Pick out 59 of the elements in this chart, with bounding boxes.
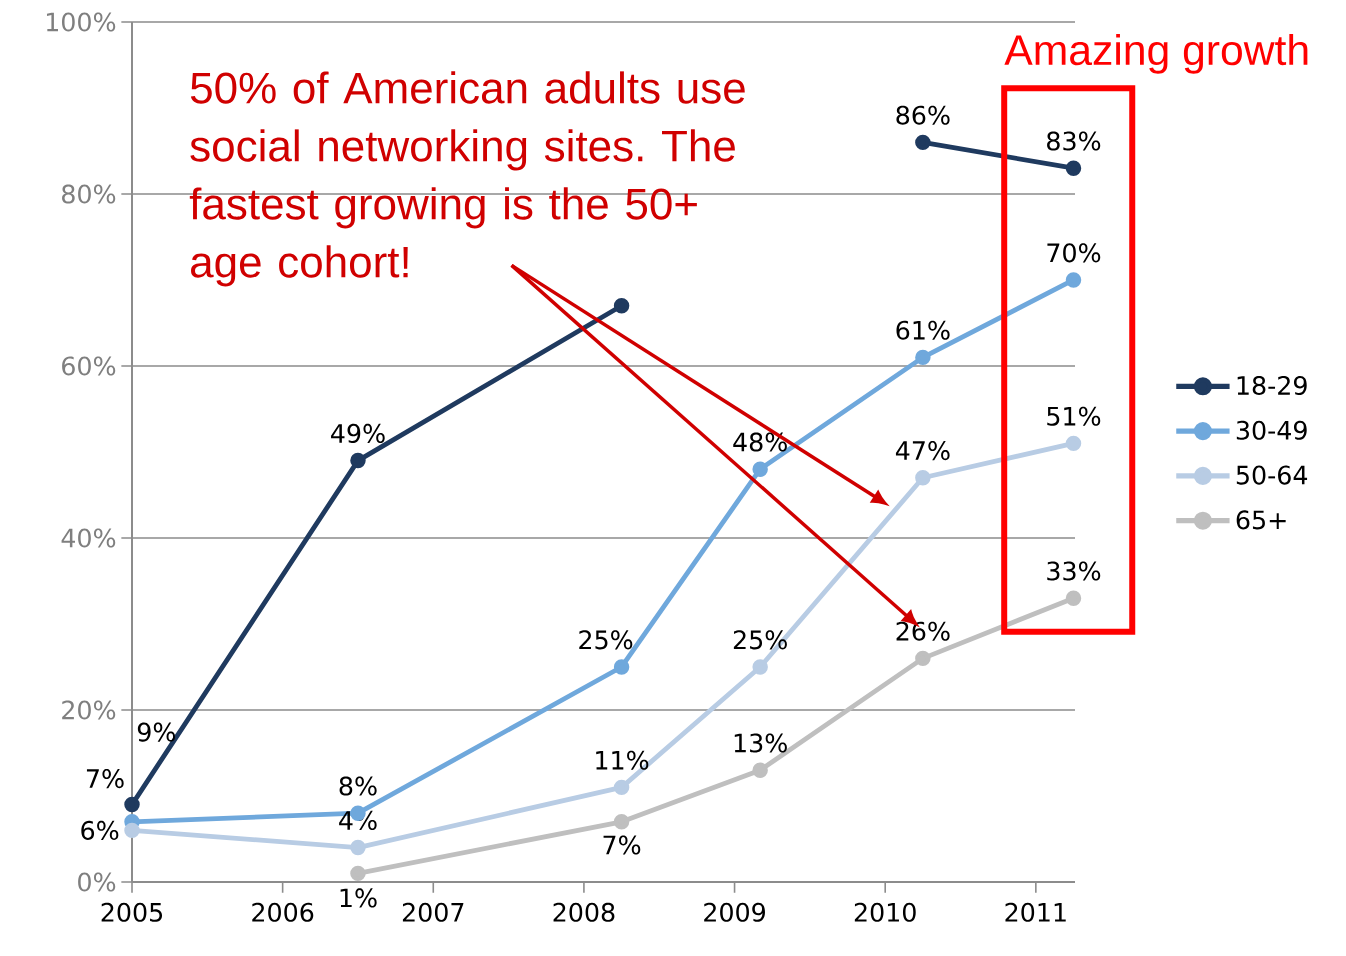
data-label: 49% [331,423,385,443]
data-label: 6% [81,820,119,840]
x-tick-label: 2009 [704,902,765,922]
data-label: 61% [896,320,950,340]
x-tick-label: 2006 [252,902,314,922]
point [350,452,366,469]
point [1065,272,1082,288]
legend-label: 65+ [1236,510,1286,530]
y-tick-label: 20% [62,700,116,720]
point [350,839,366,856]
data-label: 70% [1047,243,1101,263]
point [613,814,630,830]
y-tick-label: 60% [62,356,116,376]
point [1065,160,1082,176]
point [915,650,931,667]
point [752,762,768,778]
data-label: 83% [1047,131,1101,151]
y-tick-label: 80% [62,184,116,204]
x-tick-label: 2007 [402,902,464,922]
legend-label: 50-64 [1236,465,1308,485]
point [124,822,140,839]
point [613,659,630,675]
data-label: 7% [603,835,641,855]
data-label: 13% [734,733,787,753]
point [613,779,630,796]
legend-label: 18-29 [1237,375,1307,396]
x-tick-label: 2008 [553,902,615,922]
data-label: 33% [1047,561,1101,581]
point [915,349,931,366]
point [124,796,140,813]
data-label: 25% [579,630,633,650]
point [350,865,366,882]
y-tick-label: 0% [78,872,116,892]
data-label: 48% [733,432,787,452]
x-tick-label: 2011 [1005,902,1066,922]
data-label: 26% [896,621,950,641]
point [1065,590,1082,606]
x-tick-label: 2005 [101,902,163,922]
point [915,470,931,486]
data-label: 1% [340,888,377,908]
annotation: Amazing growth [1004,33,1308,74]
y-tick-label: 40% [61,528,116,548]
data-label: 7% [86,769,124,789]
data-label: 51% [1047,406,1101,426]
legend-label: 30-49 [1236,420,1307,440]
point [752,461,768,477]
data-label: 9% [137,722,176,742]
data-label: 25% [733,630,787,650]
point [915,134,931,151]
y-tick-label: 100% [46,12,116,32]
x-tick-label: 2010 [854,902,916,922]
point [1065,435,1082,452]
point [752,659,768,675]
data-label: 86% [896,105,950,125]
point [613,298,630,314]
annotation: 50% of American adults use social networking sites. The fastest growing is the 50+ age cohort! [189,71,745,287]
data-label: 11% [596,750,649,770]
data-label: 8% [339,776,377,796]
data-label: 47% [895,441,950,461]
